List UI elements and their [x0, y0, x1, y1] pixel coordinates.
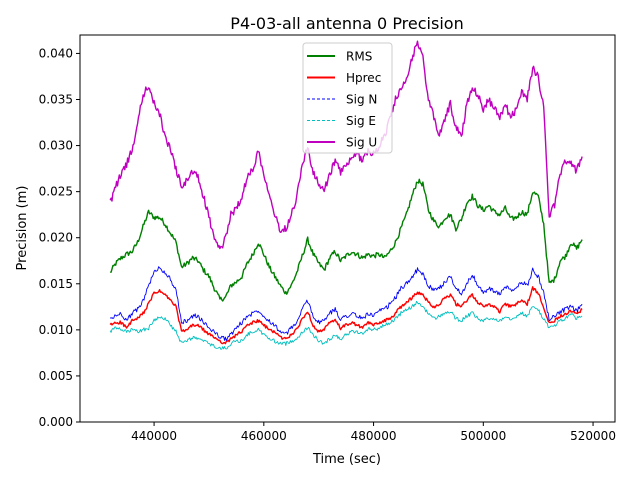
y-tick-label: 0.005: [39, 369, 73, 383]
y-tick-label: 0.020: [39, 231, 73, 245]
chart-title: P4-03-all antenna 0 Precision: [230, 14, 463, 33]
x-tick-label: 500000: [460, 429, 506, 443]
series-line-sig-n: [109, 266, 583, 341]
legend-box: [302, 42, 393, 154]
legend-label: Sig U: [346, 136, 377, 150]
y-tick-label: 0.000: [39, 415, 73, 429]
legend-label: Sig E: [346, 114, 376, 128]
y-axis-label: Precision (m): [15, 186, 30, 271]
axes-frame: [79, 34, 616, 423]
series-line-rms: [109, 178, 583, 302]
legend-label: Sig N: [346, 93, 377, 107]
y-tick-label: 0.030: [39, 139, 73, 153]
legend: RMS Hprec Sig N Sig E Sig U: [302, 42, 393, 154]
y-tick-label: 0.040: [39, 46, 73, 60]
y-axis-ticks: 0.000 0.005 0.010 0.015 0.020 0.025 0.030 0.035…: [39, 46, 80, 429]
legend-label: Hprec: [346, 71, 381, 85]
x-tick-label: 520000: [570, 429, 616, 443]
plot-area: [79, 34, 616, 423]
y-tick-label: 0.025: [39, 185, 73, 199]
series-lines: [109, 40, 583, 350]
y-tick-label: 0.035: [39, 93, 73, 107]
x-tick-label: 460000: [241, 429, 287, 443]
series-line-sig-u: [109, 40, 583, 250]
x-tick-label: 480000: [351, 429, 397, 443]
series-line-sig-e: [109, 300, 583, 350]
x-axis-label: Time (sec): [312, 452, 381, 467]
y-tick-label: 0.010: [39, 323, 73, 337]
x-tick-label: 440000: [131, 429, 177, 443]
series-line-hprec: [109, 286, 583, 345]
legend-label: RMS: [346, 50, 372, 64]
y-tick-label: 0.015: [39, 277, 73, 291]
x-axis-ticks: 440000 460000 480000 500000 520000: [131, 422, 616, 443]
